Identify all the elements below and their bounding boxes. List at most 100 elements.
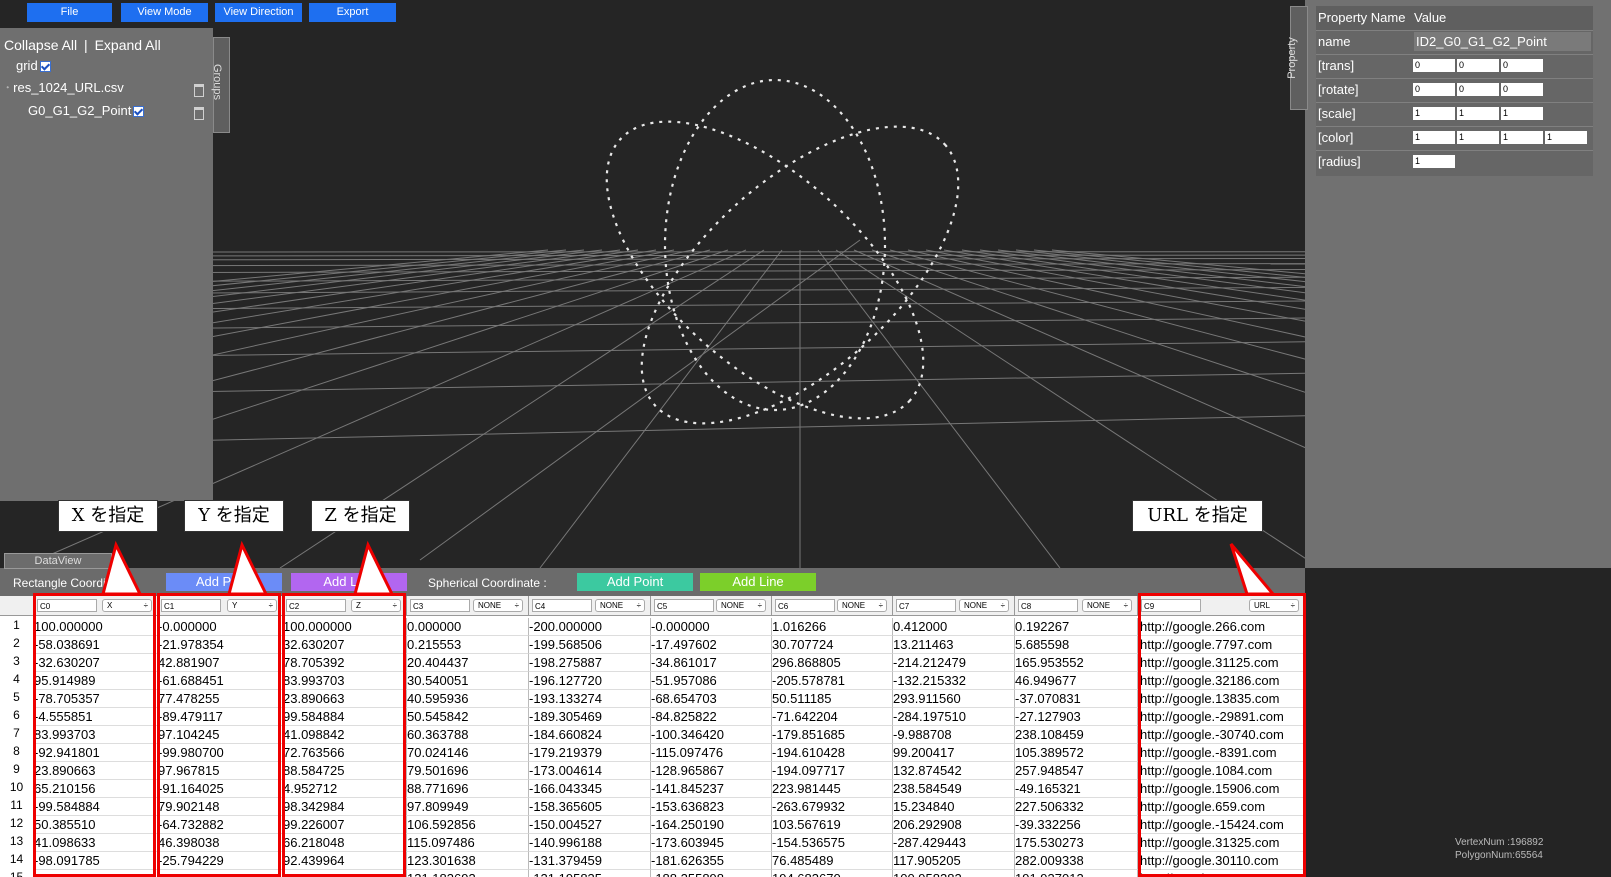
table-cell[interactable]: -179.219379	[529, 744, 651, 762]
table-cell[interactable]: http://google.-8391.com	[1138, 744, 1305, 762]
table-cell[interactable]: 20.404437	[407, 654, 529, 672]
table-cell[interactable]: -128.965867	[651, 762, 772, 780]
column-role-select[interactable]: Y	[227, 599, 277, 612]
table-cell[interactable]: 223.981445	[772, 780, 893, 798]
table-cell[interactable]: -214.212479	[893, 654, 1015, 672]
table-cell[interactable]: -164.250190	[651, 816, 772, 834]
column-role-select[interactable]: NONE	[473, 599, 523, 612]
table-cell[interactable]: 99.200417	[893, 744, 1015, 762]
table-cell[interactable]: 41.098633	[34, 834, 158, 852]
table-cell[interactable]: -0.000000	[651, 618, 772, 636]
table-cell[interactable]: -115.097476	[651, 744, 772, 762]
table-cell[interactable]: http://google.31125.com	[1138, 654, 1305, 672]
table-cell[interactable]: 88.771696	[407, 780, 529, 798]
table-cell[interactable]: -188.255898	[651, 870, 772, 877]
column-role-select[interactable]: NONE	[595, 599, 645, 612]
column-role-select[interactable]: URL	[1249, 599, 1299, 612]
table-cell[interactable]: -140.996188	[529, 834, 651, 852]
table-cell[interactable]: -121.195835	[529, 870, 651, 877]
sph-add-line-button[interactable]: Add Line	[700, 573, 816, 591]
sph-add-point-button[interactable]: Add Point	[577, 573, 693, 591]
table-cell[interactable]: 282.009338	[1015, 852, 1138, 870]
table-cell[interactable]: -100.346420	[651, 726, 772, 744]
table-cell[interactable]: -21.978354	[158, 636, 283, 654]
table-cell[interactable]: http://google.30110.com	[1138, 852, 1305, 870]
groups-tab[interactable]: Groups	[213, 37, 230, 133]
table-cell[interactable]: 79.902148	[158, 798, 283, 816]
table-cell[interactable]: -25.794229	[158, 852, 283, 870]
table-cell[interactable]: -4.555851	[34, 708, 158, 726]
table-cell[interactable]: -32.630207	[34, 654, 158, 672]
table-cell[interactable]: 50.511185	[772, 690, 893, 708]
column-name-input[interactable]: C8	[1018, 599, 1078, 612]
table-cell[interactable]: http://google.-30740.com	[1138, 726, 1305, 744]
table-cell[interactable]: 103.567619	[772, 816, 893, 834]
column-name-input[interactable]: C6	[775, 599, 835, 612]
table-cell[interactable]: -193.133274	[529, 690, 651, 708]
data-grid[interactable]: C0XC1YC2ZC3NONEC4NONEC5NONEC6NONEC7NONEC…	[0, 596, 1305, 877]
table-cell[interactable]: -263.679932	[772, 798, 893, 816]
table-cell[interactable]: 132.874542	[893, 762, 1015, 780]
column-name-input[interactable]: C3	[410, 599, 470, 612]
tree-item-grid[interactable]: grid	[16, 58, 51, 73]
table-cell[interactable]: -61.688451	[158, 672, 283, 690]
table-cell[interactable]: 191.937012	[1015, 870, 1138, 877]
table-cell[interactable]: 106.592856	[407, 816, 529, 834]
table-cell[interactable]: -71.642204	[772, 708, 893, 726]
color-a-input[interactable]: 1	[1545, 131, 1587, 144]
view-direction-menu-button[interactable]: View Direction	[215, 3, 302, 22]
table-cell[interactable]: 238.108459	[1015, 726, 1138, 744]
table-cell[interactable]: 131.183693	[407, 870, 529, 877]
table-cell[interactable]: 13.211463	[893, 636, 1015, 654]
table-cell[interactable]: 257.948547	[1015, 762, 1138, 780]
table-cell[interactable]: 238.584549	[893, 780, 1015, 798]
table-cell[interactable]: 4.952712	[283, 780, 407, 798]
table-cell[interactable]: 65.210156	[34, 780, 158, 798]
table-cell[interactable]: 100.000000	[283, 618, 407, 636]
table-cell[interactable]: -199.568506	[529, 636, 651, 654]
table-cell[interactable]: -173.004614	[529, 762, 651, 780]
table-cell[interactable]: 293.911560	[893, 690, 1015, 708]
table-cell[interactable]: -131.379459	[529, 852, 651, 870]
table-cell[interactable]: -154.536575	[772, 834, 893, 852]
table-cell[interactable]: 175.530273	[1015, 834, 1138, 852]
table-cell[interactable]: -200.000000	[529, 618, 651, 636]
column-name-input[interactable]: C7	[896, 599, 956, 612]
table-cell[interactable]: -0.000000	[158, 618, 283, 636]
tree-item-csv[interactable]: ᐩ res_1024_URL.csv	[6, 80, 124, 95]
color-b-input[interactable]: 1	[1501, 131, 1543, 144]
table-cell[interactable]: 165.953552	[1015, 654, 1138, 672]
table-cell[interactable]: 72.763880	[34, 870, 158, 877]
table-cell[interactable]: 88.584725	[283, 762, 407, 780]
column-name-input[interactable]: C9	[1141, 599, 1201, 612]
table-cell[interactable]: -166.043345	[529, 780, 651, 798]
table-cell[interactable]: -173.603945	[651, 834, 772, 852]
table-cell[interactable]: http://google.-2834.com	[1138, 870, 1305, 877]
table-cell[interactable]: 40.595936	[407, 690, 529, 708]
view-mode-menu-button[interactable]: View Mode	[121, 3, 208, 22]
rect-add-line-button[interactable]: Add Line	[291, 573, 407, 591]
table-cell[interactable]: 3.929027	[158, 870, 283, 877]
table-cell[interactable]: 70.024146	[407, 744, 529, 762]
table-cell[interactable]: 100.958282	[893, 870, 1015, 877]
table-cell[interactable]: -68.654703	[651, 690, 772, 708]
table-cell[interactable]: -84.825822	[651, 708, 772, 726]
table-cell[interactable]: -181.626355	[651, 852, 772, 870]
table-cell[interactable]: 5.685598	[1015, 636, 1138, 654]
trans-y-input[interactable]: 0	[1457, 59, 1499, 72]
expand-all-button[interactable]: Expand All	[95, 37, 161, 53]
table-cell[interactable]: http://google.32186.com	[1138, 672, 1305, 690]
table-cell[interactable]: http://google.31325.com	[1138, 834, 1305, 852]
table-cell[interactable]: 100.000000	[34, 618, 158, 636]
table-cell[interactable]: -196.127720	[529, 672, 651, 690]
collapse-all-button[interactable]: Collapse All	[4, 37, 77, 53]
table-cell[interactable]: 42.881907	[158, 654, 283, 672]
table-cell[interactable]: -58.038691	[34, 636, 158, 654]
table-cell[interactable]: 23.890663	[34, 762, 158, 780]
table-cell[interactable]: -198.275887	[529, 654, 651, 672]
table-cell[interactable]: 97.967815	[158, 762, 283, 780]
table-cell[interactable]: -39.332256	[1015, 816, 1138, 834]
table-cell[interactable]: 78.705392	[283, 654, 407, 672]
table-cell[interactable]: 83.993703	[34, 726, 158, 744]
table-cell[interactable]: 95.914989	[34, 672, 158, 690]
